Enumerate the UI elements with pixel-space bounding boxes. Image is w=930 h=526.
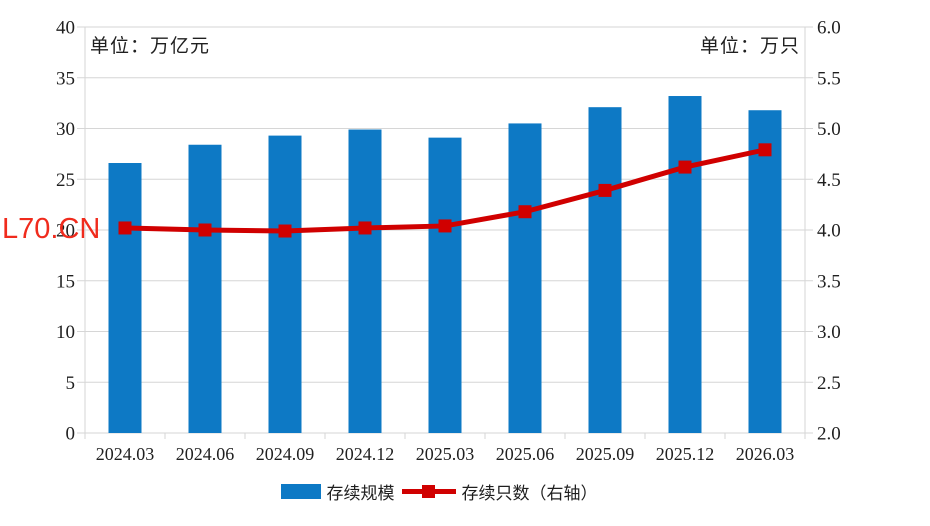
line-marker [758,143,772,157]
legend-label-bar-series: 存续规模 [326,484,395,503]
x-axis-label: 2025.12 [656,444,715,464]
bar [508,123,542,434]
right-axis-tick-label: 3.5 [817,271,841,292]
x-axis-label: 2024.03 [96,444,155,464]
bar [668,96,702,434]
bar [588,107,622,433]
line-marker [278,224,292,238]
left-axis-tick-label: 40 [56,18,75,39]
x-axis-label: 2024.09 [256,444,315,464]
left-axis-tick-label: 35 [56,68,75,89]
bar [748,110,782,433]
bar [428,137,462,433]
x-axis-label: 2025.06 [496,444,555,464]
bar-swatch-icon [280,484,321,499]
left-axis-tick-label: 15 [56,271,75,292]
bar [268,135,302,434]
right-axis-tick-label: 4.0 [817,221,841,242]
legend-item-line-series: 存续只数（右轴） [401,479,598,504]
legend-label-line-series: 存续只数（右轴） [461,484,598,503]
x-axis-label: 2024.06 [176,444,235,464]
x-axis-label: 2024.12 [336,444,395,464]
line-marker [198,223,212,237]
bar [348,129,382,433]
left-axis-tick-label: 5 [66,373,76,394]
line-marker [518,205,532,219]
line-marker [438,219,452,233]
left-axis-unit-label: 单位：万亿元 [90,36,211,57]
line-marker [598,183,612,197]
right-axis-tick-label: 6.0 [817,18,841,39]
x-axis-label: 2026.03 [736,444,795,464]
left-axis-tick-label: 10 [56,322,75,343]
left-axis-tick-label: 0 [66,424,76,445]
line-marker [678,160,692,174]
right-axis-tick-label: 2.0 [817,424,841,445]
legend-item-bar-series: 存续规模 [280,479,395,504]
right-axis-tick-label: 3.0 [817,322,841,343]
line-marker [118,221,132,235]
bar [188,144,222,434]
left-axis-tick-label: 25 [56,170,75,191]
bar [108,163,142,433]
watermark: L70.CN [2,213,101,245]
line-swatch-marker [421,485,435,498]
right-axis-tick-label: 4.5 [817,170,841,191]
right-axis-unit-label: 单位：万只 [699,36,800,57]
chart-legend: 存续规模 存续只数（右轴） [0,479,904,504]
right-axis-tick-label: 5.0 [817,119,841,140]
left-axis-tick-label: 30 [56,119,75,140]
x-axis-label: 2025.09 [576,444,635,464]
line-marker [358,221,372,235]
right-axis-tick-label: 5.5 [817,68,841,89]
left-axis-tick-label: 20 [56,221,75,242]
line-swatch-icon [401,484,456,499]
x-axis-label: 2025.03 [416,444,475,464]
right-axis-tick-label: 2.5 [817,373,841,394]
